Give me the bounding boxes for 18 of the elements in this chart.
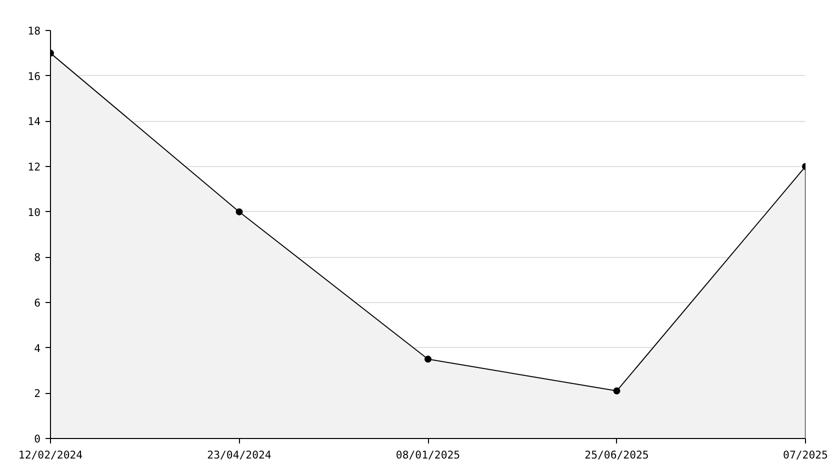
y-tick-label: 0 [34, 432, 41, 446]
y-tick-label: 10 [28, 206, 41, 219]
point [613, 387, 620, 394]
x-tick-label: 08/01/2025 [396, 448, 460, 462]
y-tick-label: 2 [34, 387, 41, 400]
x-tick-label: 25/06/2025 [584, 448, 649, 462]
x-tick-label: 23/04/2024 [207, 448, 272, 462]
y-tick-label: 8 [34, 251, 41, 264]
y-tick-label: 18 [28, 24, 41, 38]
x-tick-label: 07/2025 [783, 448, 828, 462]
x-tick-label: 12/02/2024 [18, 448, 83, 462]
point [236, 208, 243, 216]
y-tick-label: 16 [28, 70, 41, 83]
y-tick-label: 12 [28, 160, 41, 174]
y-tick-label: 14 [28, 115, 41, 128]
point [424, 356, 432, 363]
y-tick-label: 4 [34, 342, 41, 355]
y-tick-label: 6 [34, 296, 41, 310]
